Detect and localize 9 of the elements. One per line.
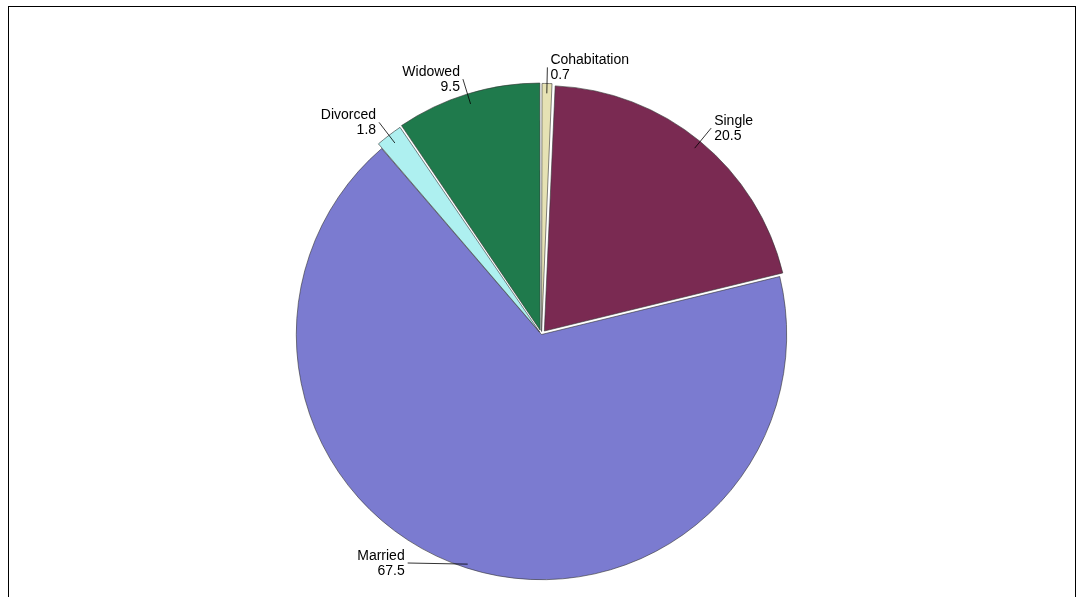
- data-label: 9.5: [440, 77, 461, 94]
- slice-label: Married: [357, 546, 405, 563]
- data-label: 67.5: [377, 561, 405, 578]
- slice-label: Widowed: [402, 62, 460, 79]
- slice-label: Divorced: [320, 106, 377, 123]
- slice-label: Single: [714, 111, 754, 128]
- slice-label: Cohabitation: [550, 51, 629, 68]
- data-label: 0.7: [550, 66, 571, 83]
- data-label: 1.8: [356, 121, 377, 138]
